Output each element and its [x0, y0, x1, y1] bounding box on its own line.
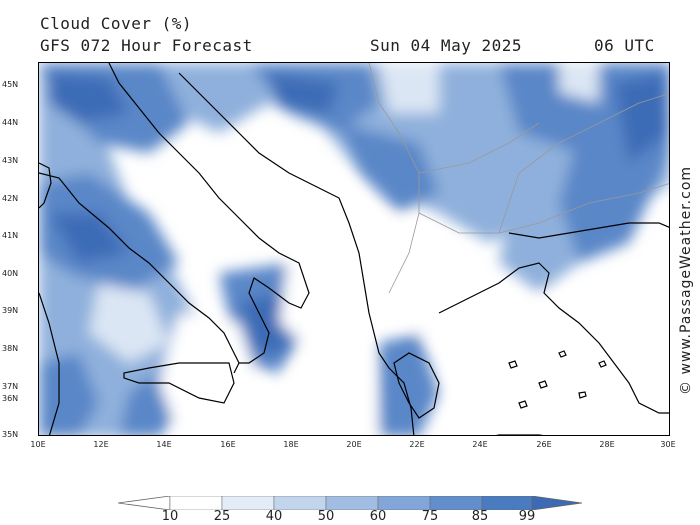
lat-label: 42N	[2, 194, 19, 203]
colorbar-segment	[377, 496, 431, 510]
lat-label: 37N	[2, 382, 19, 391]
colorbar-arrow-high	[531, 496, 582, 510]
lon-label: 20E	[346, 440, 362, 449]
map-title: Cloud Cover (%)	[40, 14, 192, 33]
lat-label: 44N	[2, 118, 19, 127]
coastlines	[39, 63, 669, 435]
colorbar-segment	[325, 496, 379, 510]
colorbar-label: 25	[213, 509, 231, 524]
forecast-date: Sun 04 May 2025	[370, 36, 522, 55]
map-canvas	[39, 63, 669, 435]
lat-label: 38N	[2, 344, 19, 353]
colorbar-label: 75	[421, 509, 439, 524]
colorbar-segment	[429, 496, 483, 510]
lon-label: 30E	[660, 440, 676, 449]
colorbar-segment	[169, 496, 223, 510]
lat-label: 39N	[2, 306, 19, 315]
lon-label: 24E	[472, 440, 488, 449]
lat-label: 43N	[2, 156, 19, 165]
lon-label: 18E	[283, 440, 299, 449]
lat-label: 36N	[2, 394, 19, 403]
lon-label: 14E	[156, 440, 172, 449]
colorbar-label: 40	[265, 509, 283, 524]
forecast-label: GFS 072 Hour Forecast	[40, 36, 253, 55]
lat-label: 40N	[2, 269, 19, 278]
colorbar-label: 85	[471, 509, 489, 524]
colorbar-label: 99	[518, 509, 536, 524]
lat-label: 35N	[2, 430, 19, 439]
forecast-time: 06 UTC	[594, 36, 655, 55]
colorbar-segment	[481, 496, 533, 510]
lon-label: 10E	[30, 440, 46, 449]
cloud-field	[39, 63, 669, 435]
colorbar-segment	[221, 496, 275, 510]
lat-label: 45N	[2, 80, 19, 89]
lon-label: 22E	[409, 440, 425, 449]
colorbar-segment	[273, 496, 327, 510]
lon-label: 28E	[599, 440, 615, 449]
lon-label: 26E	[536, 440, 552, 449]
lat-label: 41N	[2, 231, 19, 240]
colorbar-arrow-low	[118, 496, 171, 510]
colorbar-label: 50	[317, 509, 335, 524]
colorbar	[118, 496, 582, 510]
colorbar-label: 10	[161, 509, 179, 524]
lon-label: 12E	[93, 440, 109, 449]
colorbar-label: 60	[369, 509, 387, 524]
site-credit: © www.PassageWeather.com	[678, 165, 694, 395]
borders	[368, 63, 669, 294]
cloud-cover-map[interactable]	[38, 62, 670, 436]
lon-label: 16E	[220, 440, 236, 449]
